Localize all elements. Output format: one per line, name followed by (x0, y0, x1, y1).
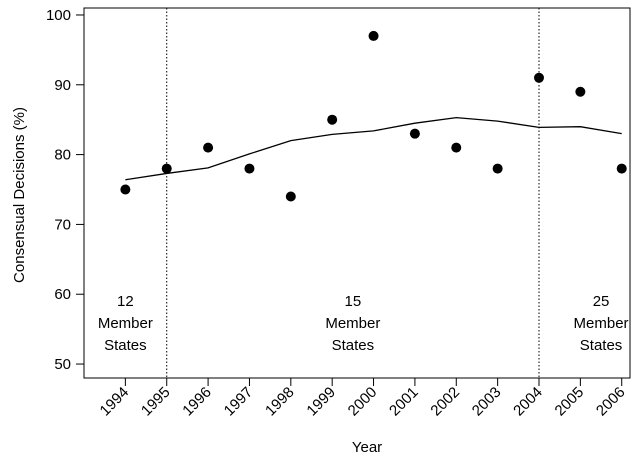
period-label-line: 12 (117, 293, 134, 310)
y-tick-label: 60 (54, 286, 71, 303)
x-tick-label: 1998 (262, 384, 298, 420)
period-label-line: States (580, 337, 623, 354)
x-tick-label: 1994 (97, 384, 133, 420)
data-point (285, 191, 296, 202)
period-label-line: Member (574, 315, 629, 332)
data-point (120, 184, 131, 195)
x-tick-label: 2000 (345, 384, 381, 420)
x-axis-title: Year (352, 439, 382, 456)
trend-line (125, 116, 622, 181)
x-tick-label: 1997 (221, 384, 257, 420)
x-tick-label: 2005 (552, 384, 588, 420)
data-point (534, 72, 544, 83)
data-point (409, 128, 420, 139)
period-label-line: States (332, 337, 375, 354)
data-point (492, 163, 503, 174)
x-tick-label: 1999 (303, 384, 339, 420)
y-tick-label: 100 (46, 7, 71, 24)
x-tick-label: 2003 (469, 384, 505, 420)
data-point (327, 114, 338, 125)
data-point (161, 163, 172, 174)
period-label-line: Member (98, 315, 153, 332)
period-label-line: 15 (345, 293, 362, 310)
period-label-line: Member (325, 315, 380, 332)
x-tick-label: 2001 (386, 384, 422, 420)
data-point (203, 142, 214, 153)
x-tick-label: 1996 (179, 384, 215, 420)
x-tick-label: 2004 (510, 384, 546, 420)
data-point (616, 163, 627, 174)
period-label-line: 25 (593, 293, 610, 310)
x-tick-label: 1995 (138, 384, 174, 420)
data-point (451, 142, 462, 153)
period-label-line: States (104, 337, 147, 354)
y-axis-title: Consensual Decisions (%) (11, 107, 28, 283)
plot-frame (83, 7, 631, 379)
y-tick-label: 80 (54, 147, 71, 164)
data-point (368, 30, 379, 41)
x-tick-label: 2006 (593, 384, 629, 420)
y-tick-label: 50 (54, 356, 71, 373)
y-tick-label: 90 (54, 77, 71, 94)
y-tick-label: 70 (54, 216, 71, 233)
data-point (244, 163, 255, 174)
data-point (575, 86, 586, 97)
x-tick-label: 2002 (427, 384, 463, 420)
